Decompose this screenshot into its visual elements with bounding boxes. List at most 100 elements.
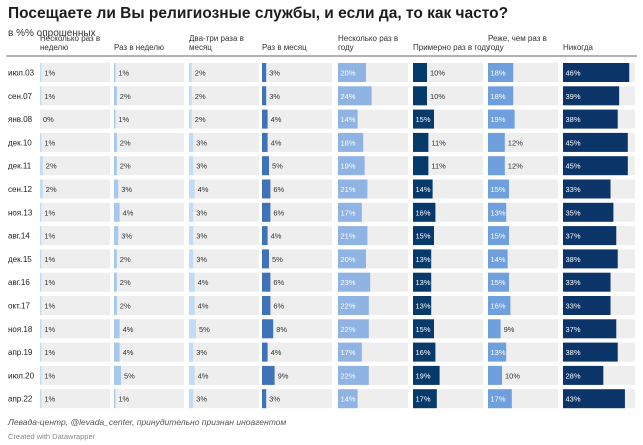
- bar-mark: [40, 179, 43, 199]
- bar-mark: [40, 319, 42, 339]
- cell-background: [114, 249, 184, 269]
- row-label: апр.19: [8, 348, 33, 357]
- cell-background: [189, 249, 259, 269]
- data-label: 23%: [341, 278, 356, 287]
- bar-mark: [189, 109, 192, 129]
- bar-mark: [114, 86, 117, 106]
- bar-mark: [189, 86, 192, 106]
- cell-background: [40, 342, 110, 362]
- data-label: 21%: [341, 185, 356, 194]
- data-label: 10%: [430, 69, 445, 78]
- bar-mark: [40, 389, 42, 409]
- data-label: 33%: [566, 278, 581, 287]
- data-label: 4%: [198, 302, 209, 311]
- cell-background: [40, 319, 110, 339]
- bar-mark: [114, 296, 117, 315]
- bar-mark: [262, 272, 271, 292]
- cell-background: [114, 389, 184, 409]
- data-label: 45%: [566, 162, 581, 171]
- cell-background: [262, 132, 332, 152]
- cell-background: [262, 319, 332, 339]
- cell-background: [40, 109, 110, 129]
- bar-mark: [413, 63, 427, 82]
- bar-mark: [413, 86, 427, 106]
- data-label: 33%: [566, 302, 581, 311]
- bar-mark: [338, 132, 364, 152]
- cell-background: [114, 226, 184, 246]
- cell-background: [40, 389, 110, 409]
- bar-mark: [563, 226, 617, 246]
- cell-background: [262, 249, 332, 269]
- row-label: апр.22: [8, 395, 33, 404]
- data-label: 43%: [566, 395, 581, 404]
- cell-background: [189, 86, 259, 106]
- data-label: 15%: [491, 185, 506, 194]
- bar-mark: [189, 342, 194, 362]
- bar-mark: [563, 272, 611, 292]
- data-label: 37%: [566, 232, 581, 241]
- data-label: 16%: [491, 302, 506, 311]
- column-header-7: Реже, чем раз в году: [488, 34, 547, 52]
- data-label: 19%: [416, 371, 431, 380]
- data-label: 1%: [44, 348, 55, 357]
- bar-mark: [338, 342, 362, 362]
- data-label: 14%: [491, 255, 506, 264]
- cell-background: [413, 86, 483, 106]
- bar-mark: [189, 365, 195, 385]
- data-label: 10%: [430, 92, 445, 101]
- cell-background: [413, 156, 483, 176]
- bar-mark: [40, 365, 42, 385]
- bar-mark: [114, 179, 119, 199]
- cell-background: [114, 63, 184, 82]
- data-label: 0%: [43, 115, 54, 124]
- cell-background: [262, 86, 332, 106]
- data-label: 2%: [195, 92, 206, 101]
- cell-background: [189, 296, 259, 315]
- data-label: 33%: [566, 185, 581, 194]
- row-label: июл.20: [8, 371, 35, 380]
- row-label: окт.17: [8, 302, 30, 311]
- data-label: 2%: [195, 115, 206, 124]
- chart-title: Посещаете ли Вы религиозные службы, и ес…: [8, 5, 509, 22]
- bar-mark: [338, 296, 369, 315]
- bar-mark: [488, 342, 507, 362]
- data-label: 4%: [123, 208, 134, 217]
- bar-mark: [262, 249, 269, 269]
- row-label: янв.08: [8, 115, 33, 124]
- data-label: 3%: [196, 348, 207, 357]
- row-label: июл.03: [8, 69, 35, 78]
- data-label: 1%: [44, 138, 55, 147]
- bar-mark: [338, 86, 372, 106]
- data-label: 13%: [416, 255, 431, 264]
- cell-background: [189, 226, 259, 246]
- data-label: 15%: [416, 325, 431, 334]
- cell-background: [40, 63, 110, 82]
- data-label: 18%: [491, 69, 506, 78]
- bar-mark: [338, 109, 358, 129]
- cell-background: [189, 156, 259, 176]
- column-header-3: Два-три раза в месяц: [189, 34, 244, 52]
- row-label: сен.12: [8, 185, 33, 194]
- data-label: 16%: [416, 208, 431, 217]
- bar-mark: [262, 202, 271, 222]
- data-label: 3%: [196, 255, 207, 264]
- bar-mark: [413, 156, 429, 176]
- data-label: 22%: [341, 325, 356, 334]
- data-label: 6%: [273, 278, 284, 287]
- cell-background: [262, 272, 332, 292]
- cell-background: [189, 202, 259, 222]
- cell-background: [488, 156, 558, 176]
- data-label: 13%: [416, 278, 431, 287]
- data-label: 2%: [195, 69, 206, 78]
- data-label: 5%: [272, 255, 283, 264]
- chart-subtitle: в %% опрошенных: [8, 28, 96, 39]
- bar-mark: [114, 249, 117, 269]
- bar-mark: [189, 156, 194, 176]
- data-label: 12%: [508, 138, 523, 147]
- bar-mark: [40, 63, 42, 82]
- data-label: 14%: [416, 185, 431, 194]
- bar-mark: [262, 63, 267, 82]
- data-label: 13%: [416, 302, 431, 311]
- bar-mark: [413, 296, 432, 315]
- column-header-6: Примерно раз в году: [413, 43, 490, 52]
